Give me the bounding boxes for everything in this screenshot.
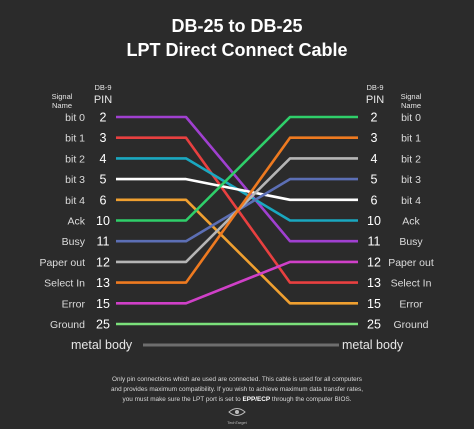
right-pin-number: 4 [371, 152, 378, 166]
left-signal-name: bit 3 [65, 174, 85, 186]
footnote-line-3: you must make sure the LPT port is set t… [123, 396, 352, 403]
title-line-2: LPT Direct Connect Cable [126, 40, 347, 60]
left-signal-name: Select In [44, 278, 85, 290]
left-signal-name: Error [62, 298, 86, 310]
right-signal-name: bit 3 [401, 174, 421, 186]
left-pin-number: 15 [96, 297, 110, 311]
left-pin-header: PIN [94, 94, 112, 106]
right-signal-name: Select In [391, 278, 432, 290]
right-connector-header: DB-9 [366, 83, 383, 92]
right-signal-name: bit 2 [401, 153, 421, 165]
right-signal-header-line1: Signal [401, 92, 422, 101]
left-signal-name: bit 4 [65, 195, 85, 207]
metal-body-left-label: metal body [71, 338, 133, 352]
left-pin-number: 11 [97, 235, 110, 249]
left-connector-header: DB-9 [94, 83, 111, 92]
wire [116, 115, 358, 222]
left-signal-name: Busy [62, 236, 86, 248]
right-signal-name: bit 0 [401, 112, 421, 124]
left-signal-header-line2: Name [52, 101, 72, 110]
right-signal-name: bit 1 [401, 133, 421, 145]
right-signal-name: bit 4 [401, 195, 421, 207]
eye-logo-icon [228, 408, 246, 416]
right-signal-name: Ground [393, 319, 428, 331]
left-signal-name: bit 1 [65, 133, 85, 145]
wire [116, 260, 358, 305]
left-pin-number: 6 [100, 193, 107, 207]
left-pin-number: 5 [100, 173, 107, 187]
wire [116, 177, 358, 202]
wire-group [116, 115, 358, 326]
right-signal-name: Busy [399, 236, 423, 248]
left-pin-number: 2 [100, 111, 107, 125]
right-pin-number: 12 [367, 255, 381, 269]
right-pin-number: 13 [367, 276, 381, 290]
right-signal-header-line2: Name [401, 101, 421, 110]
footnote-line-1: Only pin connections which are used are … [112, 376, 362, 383]
left-pin-number: 13 [96, 276, 110, 290]
right-pin-header: PIN [366, 94, 384, 106]
brand-name: TechTarget [227, 420, 247, 425]
right-pin-number: 10 [367, 214, 381, 228]
right-signal-name: Error [399, 298, 423, 310]
pin-rows: bit 0 2 2 bit 0 bit 1 3 3 bit 1 bit 2 4 4 bit 2 bit … [39, 111, 433, 332]
right-pin-number: 15 [367, 297, 381, 311]
right-pin-number: 6 [371, 193, 378, 207]
metal-body-right-label: metal body [342, 338, 404, 352]
left-signal-name: bit 2 [65, 153, 85, 165]
left-signal-name: Ack [67, 216, 85, 228]
left-pin-number: 10 [96, 214, 110, 228]
footnote-line-3-end: through the computer BIOS. [270, 396, 352, 403]
wire [116, 198, 358, 305]
footnote-line-3-start: you must make sure the LPT port is set t… [123, 396, 243, 403]
title-line-1: DB-25 to DB-25 [171, 16, 302, 36]
left-signal-name: Ground [50, 319, 85, 331]
left-pin-number: 3 [100, 131, 107, 145]
footnote-bios-mode: EPP/ECP [242, 396, 270, 403]
footnote-line-2: and provides maximum compatibility. If y… [111, 386, 363, 393]
left-signal-header-line1: Signal [52, 92, 73, 101]
left-pin-number: 12 [96, 255, 110, 269]
left-pin-number: 25 [96, 318, 110, 332]
left-signal-name: Paper out [39, 257, 85, 269]
right-pin-number: 2 [371, 111, 378, 125]
wire [116, 115, 358, 243]
right-signal-name: Ack [402, 216, 420, 228]
right-pin-number: 3 [371, 131, 378, 145]
right-pin-number: 11 [368, 235, 381, 249]
left-pin-number: 4 [100, 152, 107, 166]
right-pin-number: 25 [367, 318, 381, 332]
right-pin-number: 5 [371, 173, 378, 187]
wire [116, 136, 358, 284]
right-signal-name: Paper out [388, 257, 434, 269]
left-signal-name: bit 0 [65, 112, 85, 124]
